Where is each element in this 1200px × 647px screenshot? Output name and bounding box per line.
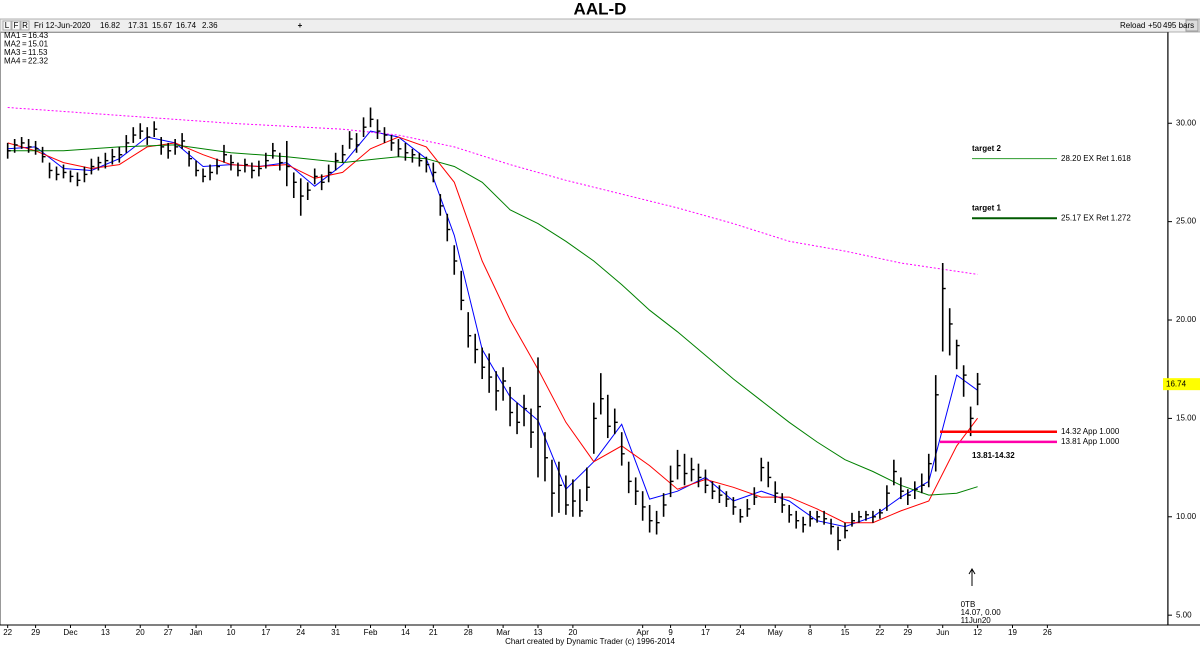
x-tick-label: Apr [636, 628, 649, 637]
flag[interactable]: L [5, 21, 10, 30]
scroll-button[interactable] [1185, 19, 1199, 32]
y-tick-label: 20.00 [1176, 315, 1197, 324]
x-tick-label: 12 [973, 628, 982, 637]
x-tick-label: 13 [534, 628, 543, 637]
x-tick-label: 9 [668, 628, 673, 637]
otb-label: 0TB [961, 600, 976, 609]
chart-title: AAL-D [574, 0, 627, 18]
legend-separator: = [22, 31, 27, 40]
price-line-label: 13.81 App 1.000 [1061, 437, 1120, 446]
header-close: 16.74 [176, 21, 197, 30]
increment[interactable]: +50 [1148, 21, 1162, 30]
x-tick-label: 29 [31, 628, 40, 637]
x-tick-label: 20 [568, 628, 577, 637]
x-tick-label: Jun [936, 628, 949, 637]
reload[interactable]: Reload [1120, 21, 1145, 30]
moving-average-line [7, 136, 978, 524]
flag[interactable]: F [14, 21, 19, 30]
x-tick-label: 17 [701, 628, 710, 637]
x-tick-label: Mar [496, 628, 510, 637]
target-label: 25.17 EX Ret 1.272 [1061, 213, 1131, 222]
legend-separator: = [22, 40, 27, 49]
header-open: 16.82 [100, 21, 121, 30]
flag-box[interactable] [2, 20, 12, 31]
moving-average-line [7, 144, 978, 496]
legend-name: MA4 [4, 57, 21, 66]
last-price-label: 16.74 [1166, 379, 1187, 388]
x-tick-label: 8 [808, 628, 813, 637]
legend-name: MA2 [4, 40, 21, 49]
y-tick-label: 5.00 [1176, 610, 1192, 619]
y-tick-label: 30.00 [1176, 118, 1197, 127]
target-name: target 1 [972, 203, 1001, 212]
x-tick-label: 17 [261, 628, 270, 637]
flag[interactable]: R [22, 21, 28, 30]
legend-value: 16.43 [28, 31, 49, 40]
otb-date: 11Jun20 [961, 616, 992, 625]
header-date: Fri 12-Jun-2020 [34, 21, 91, 30]
x-tick-label: 14 [401, 628, 410, 637]
x-tick-label: 22 [3, 628, 12, 637]
header-high: 17.31 [128, 21, 149, 30]
target-name: target 2 [972, 144, 1001, 153]
footer: Chart created by Dynamic Trader (c) 1996… [505, 637, 675, 646]
y-tick-label: 25.00 [1176, 217, 1197, 226]
x-tick-label: Dec [63, 628, 77, 637]
x-tick-label: 13 [101, 628, 110, 637]
zone-label: 13.81-14.32 [972, 451, 1015, 460]
x-tick-label: 10 [227, 628, 236, 637]
y-tick-label: 15.00 [1176, 414, 1197, 423]
x-tick-label: 31 [331, 628, 340, 637]
y-tick-label: 10.00 [1176, 512, 1197, 521]
x-tick-label: Feb [364, 628, 378, 637]
x-tick-label: 20 [136, 628, 145, 637]
header-low: 15.67 [152, 21, 173, 30]
legend-value: 22.32 [28, 57, 49, 66]
price-line-label: 14.32 App 1.000 [1061, 427, 1120, 436]
x-tick-label: May [768, 628, 783, 637]
last-price-box [1163, 378, 1200, 391]
target-label: 28.20 EX Ret 1.618 [1061, 154, 1131, 163]
x-tick-label: 29 [903, 628, 912, 637]
x-tick-label: 19 [1008, 628, 1017, 637]
otb-detail: 14.07, 0.00 [961, 608, 1002, 617]
flag-box[interactable] [11, 20, 21, 31]
legend-name: MA3 [4, 48, 21, 57]
x-tick-label: 15 [841, 628, 850, 637]
legend-value: 15.01 [28, 40, 49, 49]
x-tick-label: 26 [1043, 628, 1052, 637]
header-change: 2.36 [202, 21, 218, 30]
x-tick-label: 21 [429, 628, 438, 637]
x-tick-label: Jan [190, 628, 203, 637]
x-tick-label: 28 [464, 628, 473, 637]
x-tick-label: 22 [875, 628, 884, 637]
flag-box[interactable] [20, 20, 30, 31]
otb-arrow-head [968, 568, 976, 575]
legend-name: MA1 [4, 31, 21, 40]
legend-value: 11.53 [28, 48, 48, 57]
legend-separator: = [22, 57, 27, 66]
x-tick-label: 24 [296, 628, 305, 637]
moving-average-line [7, 107, 978, 275]
header-plus[interactable]: + [298, 21, 303, 30]
bar-count: 495 bars [1163, 21, 1194, 30]
x-tick-label: 24 [736, 628, 745, 637]
x-tick-label: 27 [164, 628, 173, 637]
legend-separator: = [22, 48, 27, 57]
